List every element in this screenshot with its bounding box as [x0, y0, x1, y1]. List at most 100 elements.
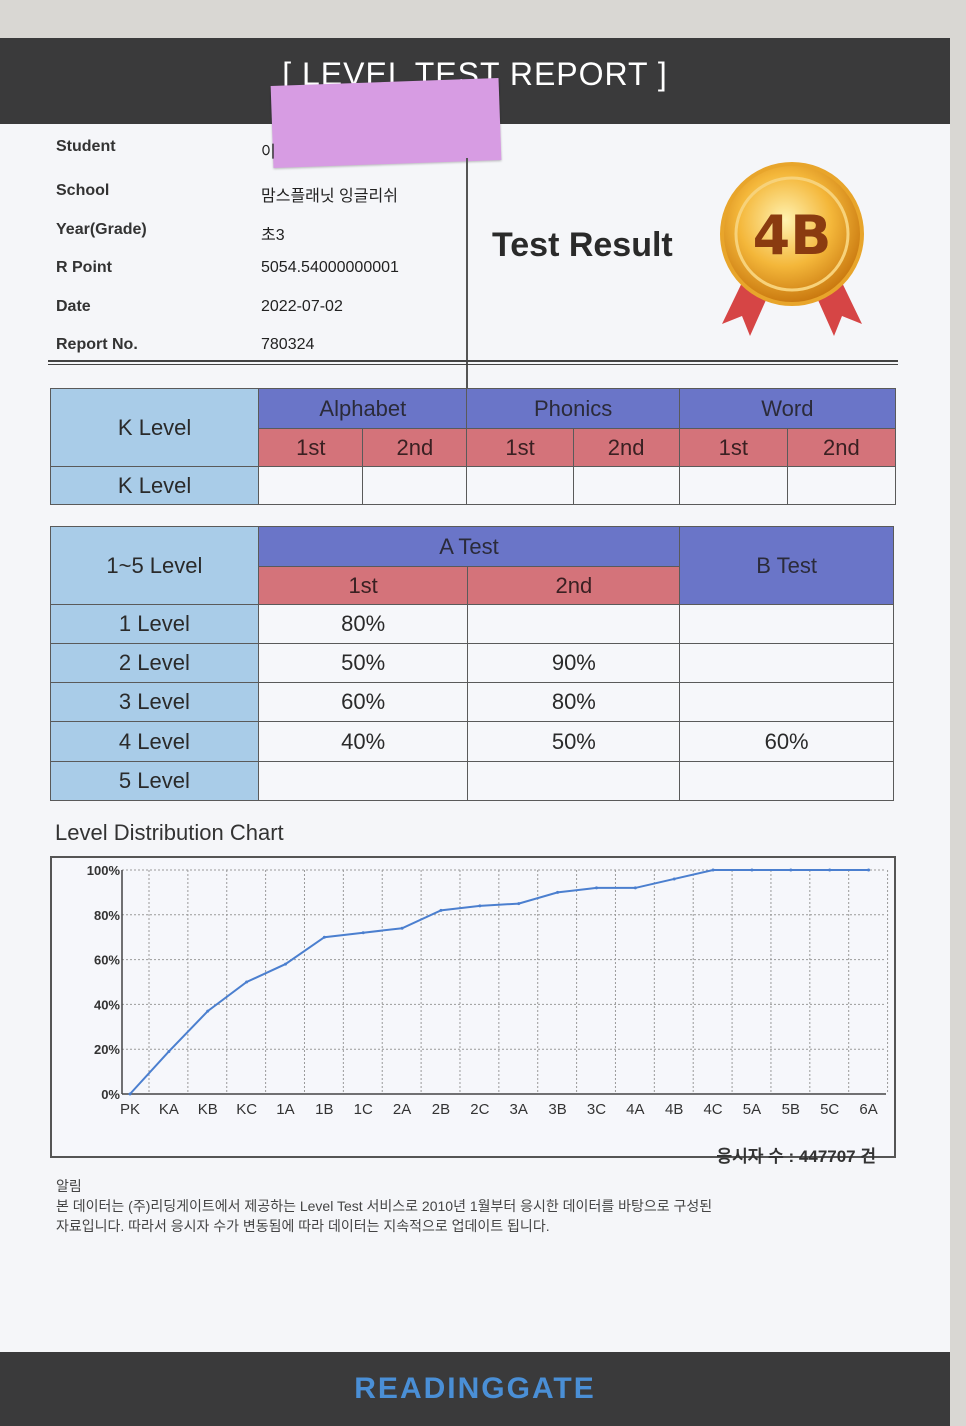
chart-title: Level Distribution Chart: [55, 820, 284, 845]
info-label: Report No.: [56, 336, 138, 353]
participant-count: 응시자 수 : 447707 건: [716, 1147, 876, 1166]
data-point: [594, 886, 598, 890]
test-result-heading: Test Result: [492, 226, 673, 264]
series-line: [129, 869, 869, 1095]
sub-header: 2nd: [467, 566, 681, 605]
x-tick-label: KA: [159, 1101, 179, 1118]
group-word: Word: [678, 388, 897, 429]
sub-header: 1st: [257, 566, 469, 605]
y-tick-label: 0%: [101, 1087, 120, 1102]
table-cell: [678, 466, 788, 505]
info-label: R Point: [56, 259, 112, 276]
y-tick-label: 20%: [94, 1042, 120, 1057]
table-row: 2 Level 50% 90%: [50, 643, 894, 683]
sub-header: 2nd: [362, 428, 468, 467]
x-tick-label: 4C: [703, 1101, 722, 1118]
data-point: [283, 962, 287, 966]
x-tick-label: 3C: [587, 1101, 606, 1118]
level-distribution-chart: 0% 20% 40% 60% 80% 100% PK KA KB KC 1A 1B 1C 2A 2B 2C 3A…: [50, 856, 896, 1158]
x-tick-label: KB: [198, 1101, 218, 1118]
notice-line: 자료입니다. 따라서 응시자 수가 변동됨에 따라 데이터는 지속적으로 업데이…: [56, 1218, 550, 1234]
table-cell: [257, 761, 469, 801]
row-label: 3 Level: [50, 682, 259, 722]
sub-header: 2nd: [572, 428, 680, 467]
section-rule-thin: [48, 364, 898, 365]
chart-svg: 0% 20% 40% 60% 80% 100% PK KA KB KC 1A 1B 1C 2A 2B 2C 3A…: [87, 863, 889, 1118]
table-cell: [679, 761, 894, 801]
info-row-grade: Year(Grade) 초3: [56, 221, 456, 247]
info-label: Date: [56, 298, 91, 315]
data-point: [361, 931, 365, 935]
k-level-table: K Level Alphabet Phonics Word 1st 2nd 1s…: [49, 388, 897, 505]
table-cell: [786, 466, 897, 505]
info-row-date: Date 2022-07-02: [56, 298, 456, 324]
info-value: 맘스플래닛 잉글리쉬: [261, 188, 398, 205]
info-row-report-no: Report No. 780324: [56, 336, 456, 362]
row-label: 5 Level: [50, 761, 259, 801]
data-point: [789, 868, 793, 872]
x-tick-label: 4B: [665, 1101, 683, 1118]
table-cell: [362, 466, 468, 505]
x-tick-label: 1C: [354, 1101, 373, 1118]
data-point: [828, 868, 832, 872]
data-point: [672, 877, 676, 881]
x-tick-label: 2C: [470, 1101, 489, 1118]
info-row-rpoint: R Point 5054.54000000001: [56, 259, 456, 285]
data-point: [711, 868, 715, 872]
k-level-corner: K Level: [49, 388, 260, 467]
medal-icon: 4B: [720, 162, 864, 336]
result-level: 4B: [753, 204, 832, 267]
info-divider: [466, 158, 468, 398]
info-value: 초3: [261, 227, 285, 244]
info-label: Year(Grade): [56, 221, 147, 238]
sub-header: 1st: [678, 428, 788, 467]
sub-header: 1st: [466, 428, 574, 467]
table-cell: 60%: [257, 682, 469, 722]
info-label: Student: [56, 138, 116, 155]
readinggate-logo: READINGGATE: [354, 1372, 596, 1405]
table-row: 4 Level 40% 50% 60%: [50, 721, 894, 762]
data-point: [439, 908, 443, 912]
data-point: [167, 1049, 171, 1053]
info-value: 이: [261, 144, 276, 161]
notice-heading: 알림: [56, 1178, 82, 1194]
data-point: [206, 1009, 210, 1013]
table-row: 5 Level: [50, 761, 894, 801]
table-cell: 80%: [467, 682, 681, 722]
group-alphabet: Alphabet: [258, 388, 468, 429]
x-tick-label: 4A: [626, 1101, 644, 1118]
table-row: 1 Level 80%: [50, 604, 894, 644]
table-cell: 80%: [257, 604, 469, 644]
table-cell: [467, 604, 681, 644]
row-label: 2 Level: [50, 643, 259, 683]
info-value: 5054.54000000001: [261, 259, 399, 276]
x-tick-label: 5C: [820, 1101, 839, 1118]
table-cell: 40%: [257, 721, 469, 762]
data-point: [322, 935, 326, 939]
data-point: [478, 904, 482, 908]
x-tick-label: 2A: [393, 1101, 411, 1118]
table-cell: 50%: [467, 721, 681, 762]
data-point: [245, 980, 249, 984]
row-label: 1 Level: [50, 604, 259, 644]
info-row-student: Student 이: [56, 138, 456, 164]
x-tick-label: 2B: [432, 1101, 450, 1118]
data-point: [128, 1092, 132, 1096]
b-test-header: B Test: [679, 526, 894, 605]
level-corner: 1~5 Level: [50, 526, 259, 605]
y-tick-label: 60%: [94, 953, 120, 968]
data-point: [556, 890, 560, 894]
x-tick-label: KC: [236, 1101, 257, 1118]
data-point: [867, 868, 871, 872]
data-point: [517, 902, 521, 906]
table-row: 3 Level 60% 80%: [50, 682, 894, 722]
data-point: [400, 926, 404, 930]
x-tick-label: 1B: [315, 1101, 333, 1118]
table-cell: [467, 761, 681, 801]
report-paper: [ LEVEL TEST REPORT ] Student 이 School 맘…: [0, 38, 950, 1426]
table-cell: [572, 466, 680, 505]
table-cell: 50%: [257, 643, 469, 683]
x-tick-label: PK: [120, 1101, 140, 1118]
level-table: 1~5 Level A Test B Test 1st 2nd 1 Level …: [50, 526, 894, 801]
notice: 알림 본 데이터는 (주)리딩게이트에서 제공하는 Level Test 서비스…: [56, 1176, 856, 1236]
